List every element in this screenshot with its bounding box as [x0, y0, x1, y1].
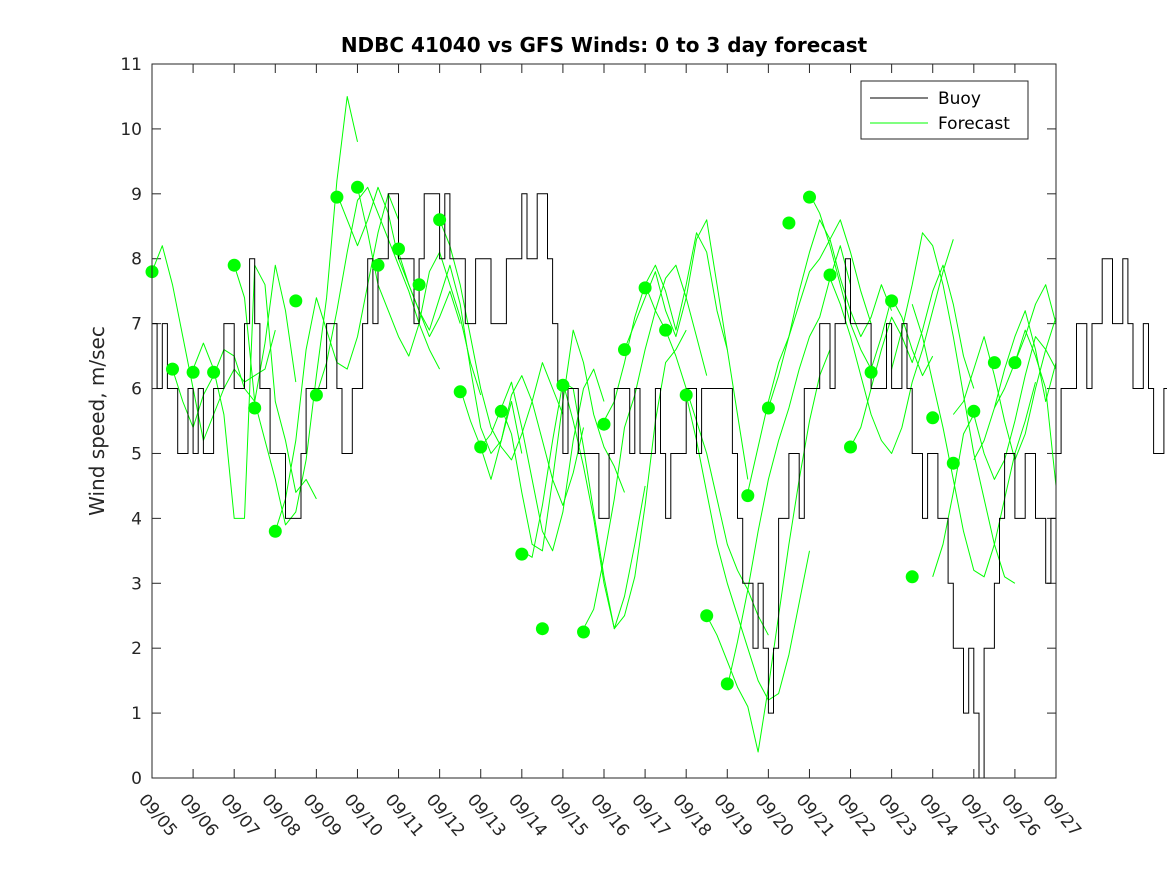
y-tick-label: 0 — [131, 769, 142, 789]
forecast-initial-point — [535, 622, 549, 636]
legend: Buoy Forecast — [860, 80, 1029, 140]
forecast-line — [829, 239, 954, 454]
forecast-initial-point — [803, 190, 816, 204]
forecast-initial-point — [638, 281, 652, 295]
forecast-initial-point — [782, 216, 796, 230]
forecast-initial-point — [207, 365, 221, 379]
forecast-initial-point — [844, 440, 857, 454]
y-tick-label: 6 — [131, 380, 142, 400]
forecast-initial-point — [700, 609, 714, 623]
forecast-line — [932, 336, 1057, 577]
forecast-line — [624, 219, 749, 480]
forecast-initial-point — [1008, 356, 1022, 370]
forecast-initial-point — [597, 417, 611, 431]
y-tick-label: 4 — [131, 509, 142, 529]
forecast-line — [562, 329, 687, 630]
chart-title: NDBC 41040 vs GFS Winds: 0 to 3 day fore… — [341, 33, 868, 57]
forecast-initial-point — [186, 365, 200, 379]
forecast-initial-point — [412, 278, 426, 292]
legend-box — [860, 80, 1029, 140]
forecast-initial-point — [309, 388, 323, 402]
y-tick-label: 5 — [131, 444, 142, 464]
forecast-initial-point — [823, 268, 837, 282]
forecast-initial-point — [248, 401, 262, 415]
forecast-initial-point — [289, 294, 303, 308]
forecast-initial-point — [227, 258, 241, 272]
forecast-line — [603, 232, 728, 422]
forecast-initial-point — [268, 524, 282, 538]
forecast-initial-markers — [145, 180, 1022, 691]
y-tick-label: 9 — [131, 185, 142, 205]
y-tick-label: 1 — [131, 704, 142, 724]
forecast-initial-point — [330, 190, 344, 204]
y-tick-label: 3 — [131, 574, 142, 594]
buoy-line — [152, 193, 1167, 779]
forecast-initial-point — [720, 677, 734, 691]
forecast-initial-point — [659, 323, 673, 337]
legend-label-buoy: Buoy — [938, 89, 981, 109]
forecast-initial-point — [967, 404, 981, 418]
forecast-initial-point — [371, 258, 385, 272]
forecast-initial-point — [515, 547, 529, 561]
y-tick-label: 8 — [131, 250, 142, 270]
plot-frame — [151, 63, 1057, 779]
forecast-initial-point — [885, 294, 899, 308]
forecast-initial-point — [392, 242, 405, 256]
forecast-line — [521, 381, 646, 630]
forecast-line — [233, 96, 358, 526]
forecast-initial-point — [433, 213, 447, 227]
forecast-initial-point — [494, 404, 508, 418]
forecast-initial-point — [741, 489, 755, 503]
y-tick-label: 2 — [131, 639, 142, 659]
forecast-line — [685, 394, 810, 701]
forecast-initial-point — [926, 411, 940, 425]
forecast-initial-point — [577, 625, 590, 639]
y-tick-label: 11 — [120, 55, 142, 75]
forecast-initial-point — [987, 356, 1001, 370]
legend-label-forecast: Forecast — [938, 114, 1010, 134]
buoy-series — [152, 193, 1167, 779]
y-tick-label: 10 — [120, 120, 142, 140]
forecast-initial-point — [905, 570, 919, 584]
forecast-initial-point — [351, 180, 364, 194]
forecast-initial-point — [474, 440, 488, 454]
series-layer — [145, 96, 1167, 779]
forecast-initial-point — [618, 343, 631, 357]
y-axis-label: Wind speed, m/sec — [85, 326, 109, 516]
forecast-line — [767, 219, 893, 409]
forecast-line — [439, 219, 564, 461]
y-tick-label: 7 — [131, 315, 142, 335]
forecast-initial-point — [946, 456, 960, 470]
forecast-initial-point — [679, 388, 693, 402]
forecast-initial-point — [864, 365, 878, 379]
forecast-initial-point — [556, 378, 570, 392]
forecast-initial-point — [453, 385, 467, 399]
forecast-initial-point — [761, 401, 775, 415]
forecast-initial-point — [166, 362, 179, 376]
